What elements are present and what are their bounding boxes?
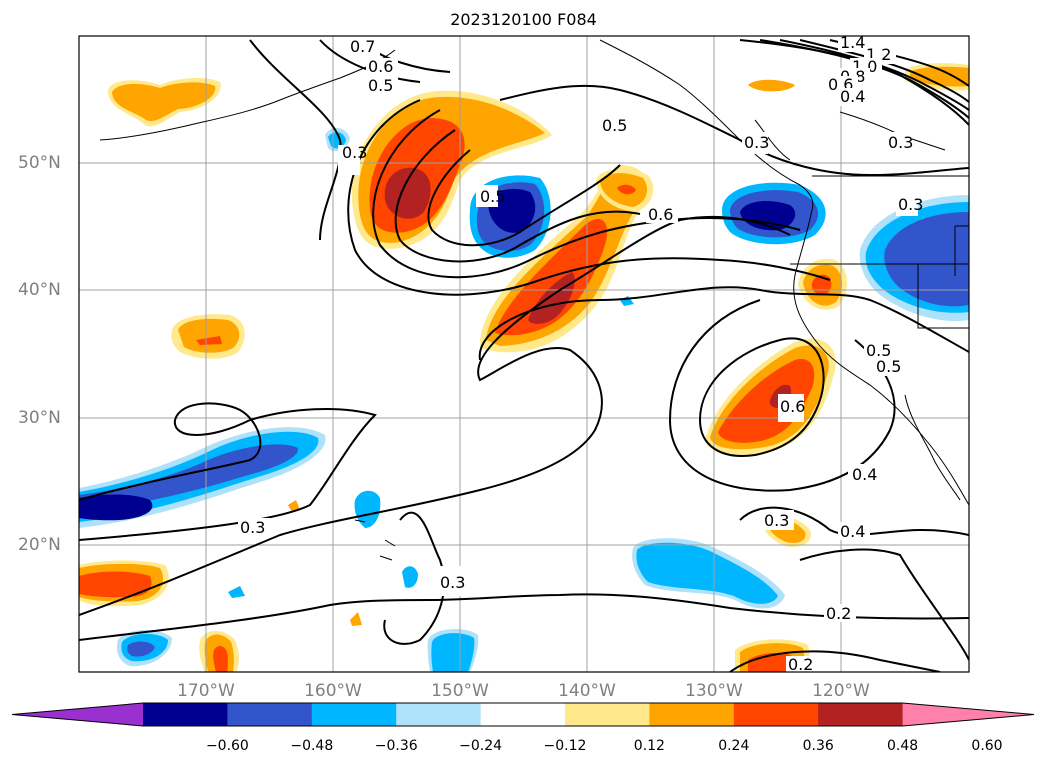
contour-label: 0.6 (648, 205, 673, 224)
colorbar-bin (818, 703, 904, 726)
contour-label: 0.4 (840, 522, 865, 541)
colorbar-tick-label: −0.60 (205, 738, 249, 754)
contour-label: 0.4 (840, 87, 865, 106)
colorbar-tick-label: −0.48 (290, 738, 334, 754)
colorbar-tick-label: −0.12 (543, 738, 587, 754)
colorbar-tick-label: 0.24 (718, 738, 750, 754)
colorbar-tick-label: −0.36 (374, 738, 418, 754)
colorbar-tick-label: 0.36 (802, 738, 834, 754)
colorbar-bin (227, 703, 313, 726)
positive-anomaly-nv (798, 258, 847, 310)
colorbar-extend-low (12, 703, 143, 726)
lat-label-40n: 40°N (18, 280, 61, 300)
colorbar-bin (311, 703, 397, 726)
contour-label: 0.3 (342, 143, 367, 162)
contour-label: 0.6 (368, 57, 393, 76)
contour-label: 0.3 (898, 195, 923, 214)
lat-label-50n: 50°N (18, 153, 61, 173)
contour-label: 0.3 (764, 511, 789, 530)
contour-label: 0.5 (876, 357, 901, 376)
positive-anomaly-california (705, 338, 836, 455)
colorbar-bin (733, 703, 819, 726)
lon-label-170w: 170°W (177, 681, 235, 701)
colorbar-bin (143, 703, 228, 726)
colorbar-bin (480, 703, 566, 726)
contour-label: 0.3 (744, 133, 769, 152)
contour-label: 0.3 (240, 518, 265, 537)
contour-label: 0.7 (350, 37, 375, 56)
colorbar-tick-label: 0.48 (887, 738, 919, 754)
map-frame (78, 35, 970, 673)
contour-label: 0.3 (888, 133, 913, 152)
contour-label: 0.5 (368, 76, 393, 95)
colorbar-bin (565, 703, 650, 726)
shaded-fields: 0.7 0.6 0.5 0.5 0.3 0.6 0.5 0.6 0.4 0.3 … (79, 33, 969, 674)
colorbar-tick-label: 0.12 (633, 738, 665, 754)
negative-anomaly-interior (859, 195, 969, 321)
colorbar-bin (396, 703, 482, 726)
contour-label: 0.2 (788, 655, 813, 674)
negative-anomaly-pnw (722, 182, 826, 245)
contour-label: 0.4 (852, 465, 877, 484)
map-title: 2023120100 F084 (450, 10, 597, 29)
lat-label-30n: 30°N (18, 408, 61, 428)
lon-label-120w: 120°W (812, 681, 870, 701)
lon-label-130w: 130°W (685, 681, 743, 701)
colorbar-extend-high (902, 703, 1034, 726)
positive-anomaly-gulf (351, 90, 552, 249)
colorbar-tick-label: 0.60 (971, 738, 1003, 754)
contour-label: 1.4 (840, 33, 865, 52)
contour-label: 0.5 (480, 187, 505, 206)
colorbar-tick-label: −0.24 (459, 738, 503, 754)
contour-label: 0.5 (602, 116, 627, 135)
colorbar-outline (11, 702, 1035, 727)
lon-label-160w: 160°W (304, 681, 362, 701)
contour-label: 0.5 (866, 341, 891, 360)
lat-label-20n: 20°N (18, 535, 61, 555)
lon-label-140w: 140°W (558, 681, 616, 701)
lon-label-150w: 150°W (431, 681, 489, 701)
colorbar-bin (649, 703, 735, 726)
contour-label: 0.2 (826, 604, 851, 623)
colorbar (11, 702, 1035, 727)
contour-label: 0.6 (780, 397, 805, 416)
contour-label: 0.3 (440, 573, 465, 592)
contour-labels: 0.7 0.6 0.5 0.5 0.3 0.6 0.5 0.6 0.4 0.3 … (238, 33, 923, 674)
positive-anomaly-small (79, 63, 969, 672)
graticule (79, 36, 969, 672)
